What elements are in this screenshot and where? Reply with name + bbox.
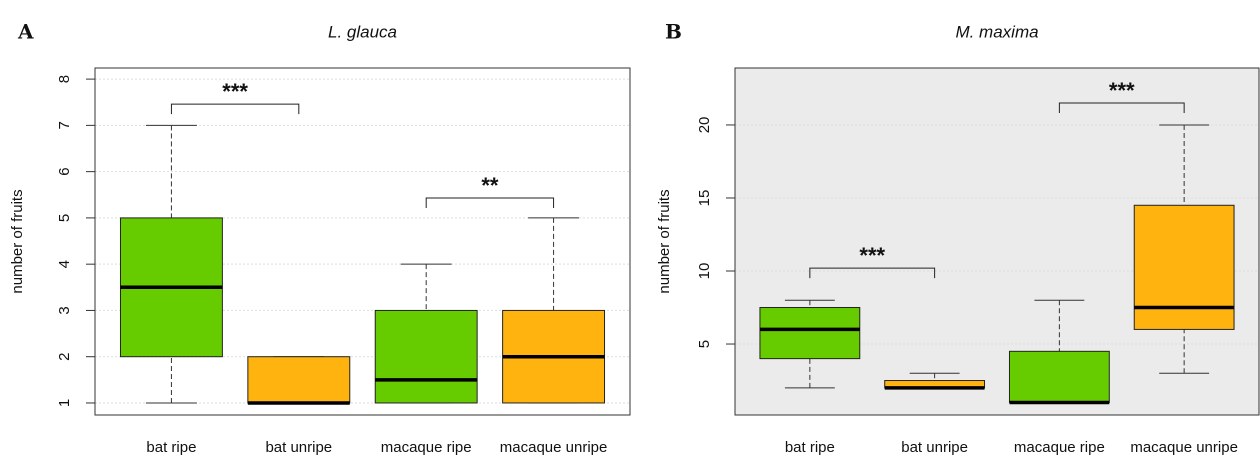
- significance-label: ***: [222, 79, 248, 104]
- y-axis-label: number of fruits: [656, 189, 673, 293]
- y-tick-label: 6: [56, 167, 73, 175]
- x-tick-label: macaque unripe: [1130, 439, 1238, 456]
- y-tick-label: 15: [696, 190, 713, 207]
- y-tick-label: 1: [56, 399, 73, 407]
- significance-label: ***: [1109, 78, 1135, 103]
- x-tick-label: macaque ripe: [1014, 439, 1105, 456]
- plot-frame: [734, 67, 1260, 416]
- significance-label: ***: [859, 243, 885, 268]
- y-tick-label: 5: [56, 214, 73, 222]
- y-tick-label: 20: [696, 117, 713, 134]
- box: [247, 356, 351, 404]
- panel-label: A: [17, 20, 34, 44]
- y-tick-label: 8: [56, 75, 73, 83]
- box: [374, 309, 478, 404]
- x-tick-label: macaque ripe: [381, 439, 472, 456]
- x-tick-label: bat unripe: [901, 439, 968, 456]
- significance-bracket: [1058, 102, 1185, 114]
- y-tick-label: 7: [56, 121, 73, 129]
- y-axis-label: number of fruits: [9, 189, 26, 293]
- y-tick-label: 2: [56, 353, 73, 361]
- y-tick-label: 3: [56, 306, 73, 314]
- chart-title: M. maxima: [955, 22, 1038, 41]
- box: [1133, 204, 1235, 330]
- y-tick-label: 10: [696, 263, 713, 280]
- significance-bracket: [170, 103, 300, 115]
- significance-bracket: [809, 267, 936, 279]
- chart-title: L. glauca: [328, 22, 397, 41]
- significance-label: **: [481, 173, 499, 198]
- box: [759, 307, 861, 360]
- significance-bracket: [425, 197, 555, 209]
- x-tick-label: bat unripe: [265, 439, 332, 456]
- x-tick-label: bat ripe: [146, 439, 196, 456]
- box: [1008, 350, 1110, 403]
- x-tick-label: bat ripe: [785, 439, 835, 456]
- x-tick-label: macaque unripe: [500, 439, 608, 456]
- panel-label: B: [665, 20, 682, 44]
- y-tick-label: 4: [56, 260, 73, 268]
- y-tick-label: 5: [696, 340, 713, 348]
- plot-frame: [94, 67, 631, 416]
